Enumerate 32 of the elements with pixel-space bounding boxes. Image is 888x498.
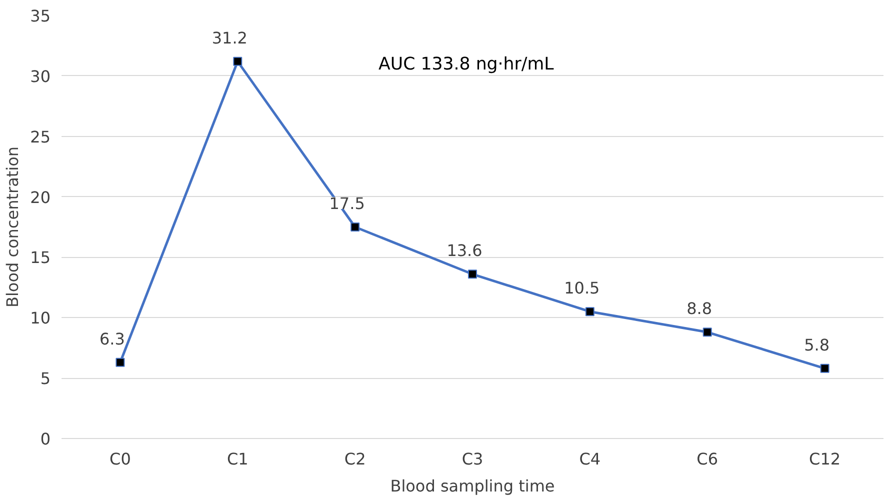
- x-tick-label: C3: [462, 450, 484, 468]
- y-tick-label: 20: [30, 188, 50, 207]
- x-tick-label: C12: [809, 450, 841, 468]
- x-tick-label: C4: [579, 450, 601, 468]
- x-axis-title: Blood sampling time: [390, 476, 555, 496]
- x-tick-label: C1: [226, 450, 248, 468]
- data-label: 6.3: [99, 329, 125, 348]
- y-axis-title: Blood concentration: [3, 146, 22, 308]
- data-label: 13.6: [446, 241, 482, 260]
- point: [116, 358, 125, 367]
- y-tick-label: 25: [30, 127, 50, 146]
- x-tick-label: C2: [344, 450, 366, 468]
- data-label: 5.8: [804, 335, 830, 354]
- point: [350, 222, 360, 232]
- y-tick-label: 10: [30, 308, 50, 328]
- data-label: 8.8: [686, 299, 712, 318]
- point: [468, 270, 477, 279]
- point: [702, 328, 712, 337]
- x-tick-label: C6: [696, 450, 718, 468]
- data-label: 31.2: [212, 28, 248, 48]
- point: [233, 56, 242, 66]
- y-tick-label: 0: [40, 430, 51, 448]
- data-label: 17.5: [329, 194, 365, 213]
- annotation: AUC 133.8 ng·hr/mL: [378, 54, 554, 75]
- y-tick-label: 30: [30, 66, 50, 86]
- point: [820, 364, 830, 373]
- data-label: 10.5: [564, 278, 600, 298]
- x-tick-label: C0: [110, 450, 131, 468]
- y-tick-label: 5: [40, 369, 51, 388]
- y-tick-label: 35: [30, 6, 50, 26]
- point: [585, 307, 594, 316]
- y-tick-label: 15: [30, 248, 50, 268]
